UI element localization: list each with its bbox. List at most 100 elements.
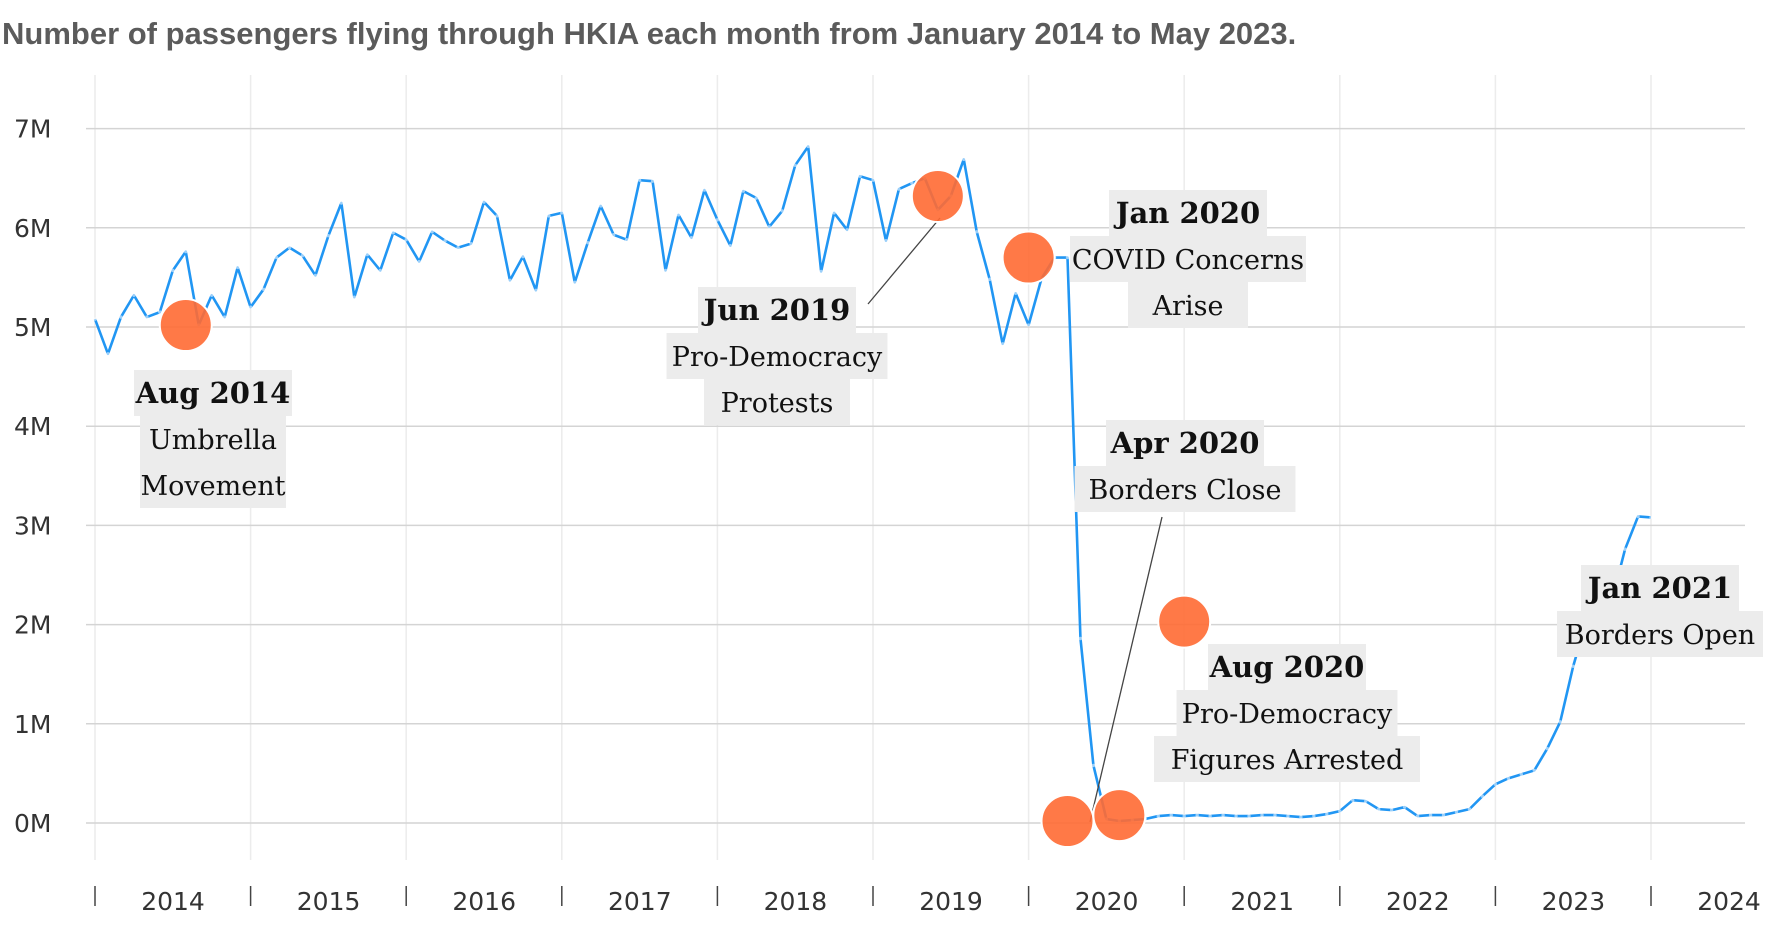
data-point bbox=[326, 234, 331, 238]
data-point bbox=[1467, 807, 1472, 811]
y-tick-label: 7M bbox=[14, 115, 51, 144]
annotation-text-box bbox=[1557, 611, 1763, 657]
annotation-text-box bbox=[1128, 282, 1248, 328]
data-point bbox=[663, 268, 668, 273]
x-tick-label: 2014 bbox=[141, 887, 205, 916]
data-point bbox=[1415, 814, 1420, 818]
x-tick-label: 2022 bbox=[1386, 887, 1450, 916]
data-point bbox=[884, 238, 888, 243]
data-point bbox=[1493, 782, 1498, 787]
annotation-date: Jan 2021 bbox=[1585, 571, 1732, 605]
x-tick-label: 2023 bbox=[1542, 887, 1606, 916]
event-marker bbox=[158, 298, 213, 353]
data-point bbox=[248, 305, 253, 309]
data-point bbox=[1389, 808, 1394, 812]
data-point bbox=[456, 245, 460, 250]
data-point bbox=[845, 228, 849, 232]
data-point bbox=[962, 157, 966, 162]
data-point bbox=[806, 144, 810, 149]
chart-title: Number of passengers flying through HKIA… bbox=[2, 16, 1297, 51]
annotation-text-box bbox=[1074, 466, 1296, 512]
data-point bbox=[871, 178, 875, 182]
x-tick-label: 2019 bbox=[919, 887, 983, 916]
data-point bbox=[741, 189, 746, 193]
annotation: Apr 2020 Borders Close bbox=[1040, 420, 1296, 849]
data-point bbox=[1299, 815, 1303, 819]
annotation-date: Aug 2020 bbox=[1209, 650, 1365, 684]
annotation-text-box bbox=[666, 333, 888, 379]
event-marker bbox=[1092, 788, 1147, 843]
data-point bbox=[106, 352, 110, 356]
annotation-date-box bbox=[1208, 644, 1366, 690]
annotation-text-box bbox=[1176, 690, 1398, 736]
data-point bbox=[274, 255, 279, 260]
event-marker bbox=[1001, 230, 1056, 285]
annotation-text: Umbrella bbox=[149, 425, 277, 456]
data-point bbox=[1558, 720, 1562, 724]
data-point bbox=[1428, 813, 1433, 817]
annotation-text: Borders Close bbox=[1089, 475, 1282, 506]
data-point bbox=[158, 310, 162, 314]
data-point bbox=[1247, 814, 1251, 818]
annotation-date-box bbox=[1109, 190, 1267, 236]
data-point bbox=[339, 201, 344, 205]
data-point bbox=[611, 233, 616, 237]
annotation-callout-line bbox=[867, 217, 941, 305]
data-point bbox=[1338, 809, 1342, 813]
data-point bbox=[1351, 798, 1355, 802]
annotation-text: Figures Arrested bbox=[1171, 745, 1404, 776]
data-point bbox=[767, 225, 771, 229]
data-point bbox=[624, 238, 629, 242]
data-point bbox=[391, 231, 395, 235]
annotation-text: Movement bbox=[141, 471, 286, 502]
data-point bbox=[430, 230, 434, 234]
data-point bbox=[508, 278, 512, 283]
annotation-text-box bbox=[704, 379, 850, 425]
data-point bbox=[599, 204, 603, 208]
data-point bbox=[728, 243, 733, 248]
data-point bbox=[1519, 772, 1524, 777]
data-point bbox=[910, 181, 914, 185]
data-point bbox=[780, 209, 784, 213]
data-point bbox=[132, 293, 136, 297]
data-point bbox=[404, 238, 408, 242]
data-point bbox=[1312, 814, 1316, 818]
data-point bbox=[482, 200, 486, 204]
data-point bbox=[793, 163, 797, 168]
data-point bbox=[689, 236, 694, 240]
x-tick-label: 2016 bbox=[452, 887, 516, 916]
data-point bbox=[1195, 813, 1199, 817]
x-tick-label: 2021 bbox=[1230, 887, 1294, 916]
annotation-text: COVID Concerns bbox=[1072, 245, 1304, 276]
data-point bbox=[988, 277, 992, 282]
data-point bbox=[1325, 812, 1329, 816]
data-point bbox=[819, 269, 823, 274]
data-point bbox=[832, 211, 836, 215]
data-point bbox=[521, 254, 525, 259]
annotation-text-box bbox=[1154, 736, 1420, 782]
y-tick-label: 1M bbox=[14, 710, 51, 739]
data-point bbox=[1208, 814, 1212, 818]
data-point bbox=[560, 211, 564, 215]
data-point bbox=[1273, 813, 1277, 817]
event-marker bbox=[1040, 794, 1095, 849]
data-point bbox=[145, 315, 149, 319]
annotation-text-box bbox=[140, 416, 286, 462]
annotation-text-box bbox=[140, 462, 286, 508]
data-point bbox=[365, 252, 369, 257]
data-point bbox=[702, 188, 707, 192]
data-point bbox=[352, 295, 357, 299]
data-point bbox=[1286, 814, 1290, 818]
annotations: Aug 2014 Umbrella Movement Jun 2019 Pro-Demo… bbox=[134, 169, 1763, 849]
annotation-date-box bbox=[1106, 420, 1264, 466]
data-point bbox=[637, 178, 642, 182]
x-tick-label: 2024 bbox=[1697, 887, 1761, 916]
y-axis-labels: 0M 1M 2M 3M 4M 5M 6M 7M bbox=[14, 115, 51, 838]
data-point bbox=[1532, 768, 1537, 773]
annotation: Aug 2020 Pro-Democracy Figures Arrested bbox=[1092, 644, 1420, 843]
data-point bbox=[897, 187, 901, 191]
data-point bbox=[300, 253, 305, 258]
data-point bbox=[443, 238, 447, 243]
data-point bbox=[222, 315, 227, 319]
data-point bbox=[754, 196, 758, 200]
